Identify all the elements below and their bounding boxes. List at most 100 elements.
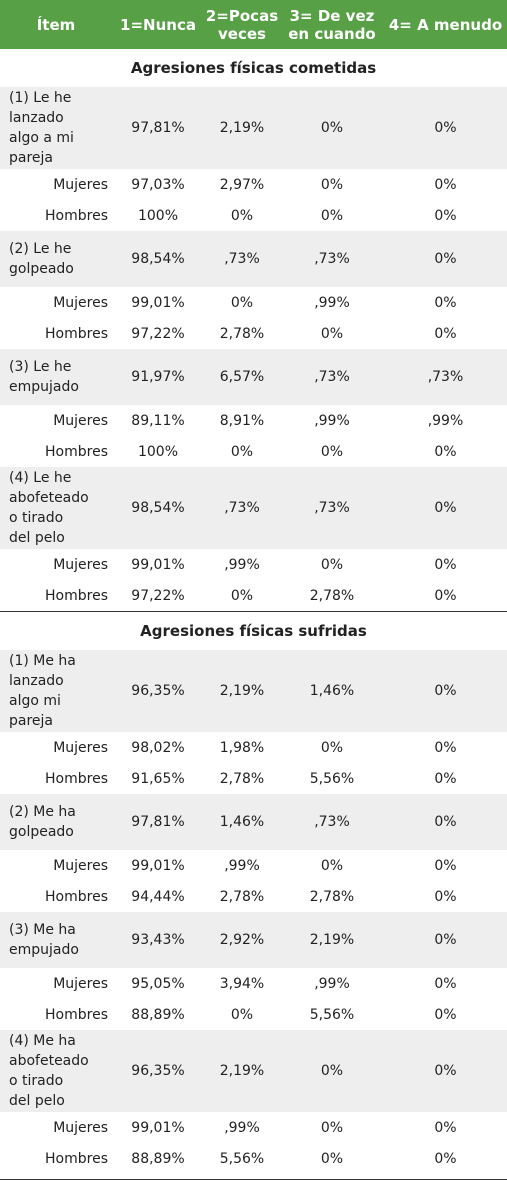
item-label: (2) Le he golpeado <box>0 231 112 287</box>
value-cell: 0% <box>434 587 457 604</box>
value-cell: 6,57% <box>219 369 265 385</box>
item-row: (4) Me ha abofeteado o tirado del pelo 96,35… <box>0 1030 507 1112</box>
item-label: (4) Me ha abofeteado o tirado del pelo <box>0 1030 112 1112</box>
subgroup-label: Hombres <box>45 443 108 460</box>
item-row: (4) Le he abofeteado o tirado del pelo 98,54… <box>0 467 507 549</box>
value-cell: 0% <box>434 443 457 460</box>
subgroup-label: Hombres <box>45 1006 108 1023</box>
subgroup-row: Mujeres 99,01% ,99% 0% 0% <box>0 1112 507 1143</box>
subgroup-row: Mujeres 97,03% 2,97% 0% 0% <box>0 169 507 200</box>
subgroup-row: Mujeres 99,01% 0% ,99% 0% <box>0 287 507 318</box>
value-cell: ,73% <box>427 369 464 385</box>
item-row: (2) Le he golpeado 98,54% ,73% ,73% 0% <box>0 231 507 287</box>
value-cell: 89,11% <box>131 412 185 429</box>
value-cell: 0% <box>434 857 457 874</box>
value-cell: ,99% <box>224 1119 260 1136</box>
section-title: Agresiones físicas cometidas <box>130 59 377 77</box>
value-cell: 0% <box>320 207 344 224</box>
item-label-text: (3) Me ha empujado <box>9 922 79 958</box>
value-cell: ,73% <box>224 251 260 267</box>
value-cell: 88,89% <box>131 1006 185 1023</box>
value-cell: 2,78% <box>309 587 355 604</box>
value-cell: 2,19% <box>219 683 265 699</box>
value-cell: 99,01% <box>131 294 185 311</box>
value-cell: 98,02% <box>131 739 185 756</box>
item-label-text: (2) Le he golpeado <box>9 241 74 277</box>
item-label: (3) Le he empujado <box>0 349 112 405</box>
value-cell: ,99% <box>314 412 350 429</box>
item-label: (2) Me ha golpeado <box>0 794 112 850</box>
value-cell: 0% <box>434 556 457 573</box>
item-row: (1) Le he lanzado algo a mi pareja 97,81% 2,1… <box>0 87 507 169</box>
value-cell: 0% <box>320 1119 344 1136</box>
subgroup-row: Mujeres 89,11% 8,91% ,99% ,99% <box>0 405 507 436</box>
value-cell: 0% <box>320 1063 344 1079</box>
value-cell: 0% <box>320 1150 344 1167</box>
item-label: (4) Le he abofeteado o tirado del pelo <box>0 467 112 549</box>
header-item: Ítem <box>36 15 76 34</box>
item-row: (3) Me ha empujado 93,43% 2,92% 2,19% 0% <box>0 912 507 968</box>
subgroup-label: Mujeres <box>53 975 108 992</box>
value-cell: 98,54% <box>131 251 185 267</box>
value-cell: 1,98% <box>219 739 265 756</box>
subgroup-label: Mujeres <box>53 176 108 193</box>
value-cell: 0% <box>434 770 457 787</box>
subgroup-row: Hombres 97,22% 0% 2,78% 0% <box>0 580 507 611</box>
value-cell: 2,78% <box>219 770 265 787</box>
section-divider <box>0 611 507 612</box>
value-cell: ,73% <box>314 251 350 267</box>
item-row: (2) Me ha golpeado 97,81% 1,46% ,73% 0% <box>0 794 507 850</box>
value-cell: 0% <box>434 325 457 342</box>
subgroup-label: Hombres <box>45 770 108 787</box>
item-label-text: (4) Le he abofeteado o tirado del pelo <box>9 470 89 546</box>
subgroup-label: Hombres <box>45 888 108 905</box>
value-cell: 2,92% <box>219 932 265 948</box>
value-cell: 0% <box>434 251 457 267</box>
value-cell: 0% <box>434 294 457 311</box>
value-cell: 91,97% <box>131 369 185 385</box>
value-cell: 0% <box>434 975 457 992</box>
value-cell: 0% <box>320 857 344 874</box>
item-label-text: (4) Me ha abofeteado o tirado del pelo <box>9 1033 89 1109</box>
subgroup-label: Hombres <box>45 1150 108 1167</box>
value-cell: 1,46% <box>219 814 265 830</box>
value-cell: 91,65% <box>131 770 185 787</box>
value-cell: 0% <box>434 1063 457 1079</box>
value-cell: 96,35% <box>131 1063 185 1079</box>
value-cell: 0% <box>230 587 254 604</box>
value-cell: 0% <box>434 120 457 136</box>
item-label: (1) Le he lanzado algo a mi pareja <box>0 87 112 169</box>
header-pocas-veces: 2=Pocas veces <box>205 6 279 43</box>
value-cell: 0% <box>320 176 344 193</box>
value-cell: 0% <box>230 1006 254 1023</box>
subgroup-label: Hombres <box>45 587 108 604</box>
value-cell: 97,81% <box>131 814 185 830</box>
value-cell: 100% <box>137 207 179 224</box>
value-cell: ,99% <box>427 412 464 429</box>
table-body: Agresiones físicas cometidas (1) Le he lan… <box>0 49 507 1180</box>
value-cell: 97,22% <box>131 325 185 342</box>
value-cell: 99,01% <box>131 1119 185 1136</box>
value-cell: ,73% <box>224 500 260 516</box>
value-cell: 2,78% <box>219 325 265 342</box>
value-cell: 100% <box>137 443 179 460</box>
value-cell: ,99% <box>224 556 260 573</box>
value-cell: 0% <box>320 556 344 573</box>
subgroup-label: Mujeres <box>53 294 108 311</box>
value-cell: 0% <box>434 932 457 948</box>
value-cell: ,73% <box>314 500 350 516</box>
item-row: (1) Me ha lanzado algo mi pareja 96,35% 2,19%… <box>0 650 507 732</box>
subgroup-label: Mujeres <box>53 556 108 573</box>
item-label: (3) Me ha empujado <box>0 912 112 968</box>
value-cell: 5,56% <box>309 1006 355 1023</box>
value-cell: 97,81% <box>131 120 185 136</box>
header-nunca: 1=Nunca <box>120 15 196 34</box>
subgroup-row: Mujeres 95,05% 3,94% ,99% 0% <box>0 968 507 999</box>
value-cell: 0% <box>320 325 344 342</box>
subgroup-label: Mujeres <box>53 857 108 874</box>
value-cell: 0% <box>230 443 254 460</box>
item-label-text: (2) Me ha golpeado <box>9 804 76 840</box>
table-header: Ítem 1=Nunca 2=Pocas veces 3= De vez en … <box>0 0 507 49</box>
value-cell: 5,56% <box>309 770 355 787</box>
